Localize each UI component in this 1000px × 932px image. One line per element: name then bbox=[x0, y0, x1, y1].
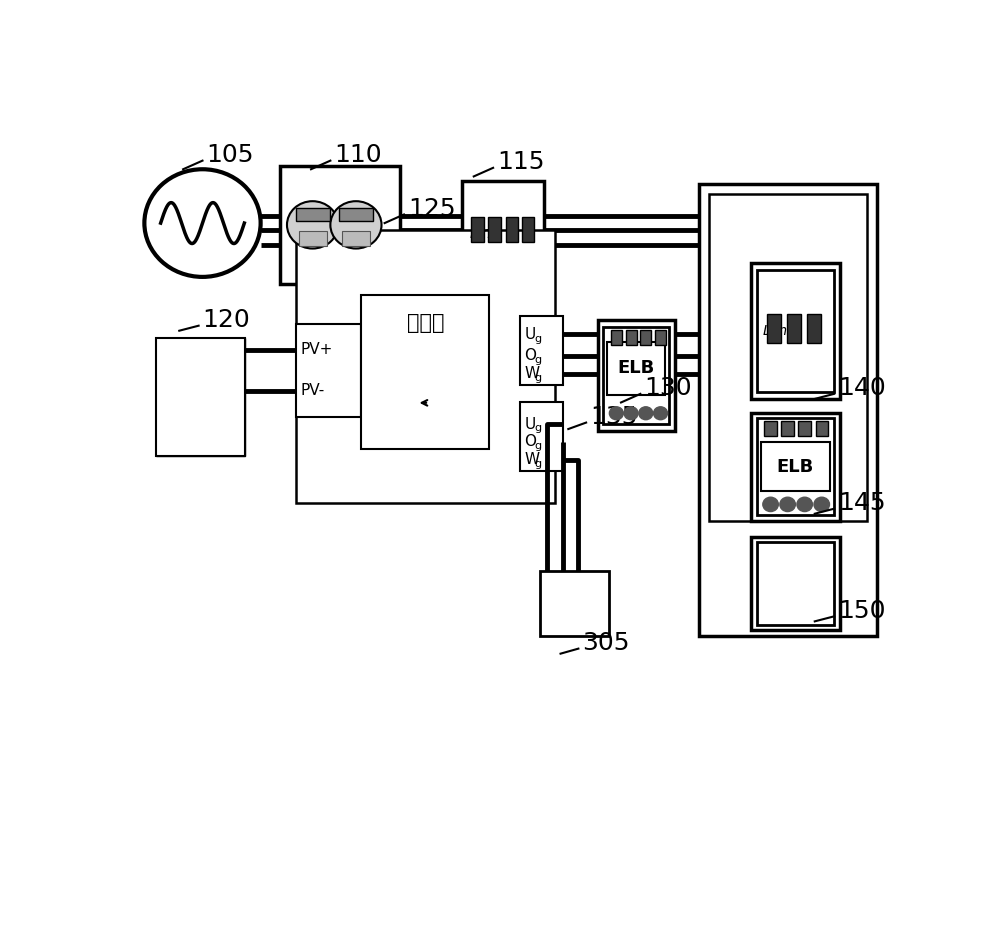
Bar bbox=[757, 269, 834, 391]
Bar bbox=[471, 216, 484, 241]
Bar bbox=[611, 330, 622, 345]
Bar bbox=[640, 330, 651, 345]
Bar bbox=[462, 182, 544, 285]
Bar bbox=[339, 208, 373, 221]
Text: W: W bbox=[524, 366, 539, 381]
Bar bbox=[757, 418, 834, 515]
Bar bbox=[598, 320, 675, 432]
Text: 305: 305 bbox=[582, 631, 630, 655]
Circle shape bbox=[287, 201, 338, 249]
Text: 130: 130 bbox=[644, 377, 692, 400]
Bar bbox=[816, 421, 828, 436]
Bar bbox=[520, 316, 563, 385]
Text: W: W bbox=[524, 452, 539, 467]
Text: g: g bbox=[534, 441, 541, 451]
Bar bbox=[751, 537, 840, 630]
Bar bbox=[488, 216, 501, 241]
Bar bbox=[751, 263, 840, 399]
Bar bbox=[296, 208, 330, 221]
Bar bbox=[540, 571, 609, 636]
Bar bbox=[361, 295, 489, 449]
Bar bbox=[506, 216, 518, 241]
Circle shape bbox=[330, 201, 382, 249]
Text: g: g bbox=[534, 423, 541, 433]
Circle shape bbox=[624, 406, 638, 419]
Text: 105: 105 bbox=[206, 143, 254, 167]
Bar bbox=[522, 216, 534, 241]
Text: g: g bbox=[534, 459, 541, 469]
Text: 110: 110 bbox=[334, 143, 382, 167]
Bar bbox=[626, 330, 637, 345]
Text: 120: 120 bbox=[202, 308, 250, 332]
Circle shape bbox=[763, 497, 778, 512]
Text: g: g bbox=[534, 355, 541, 365]
Bar bbox=[655, 330, 666, 345]
Text: 135: 135 bbox=[590, 404, 638, 429]
Text: Lim: Lim bbox=[763, 323, 788, 337]
Bar bbox=[698, 184, 877, 636]
Bar bbox=[342, 230, 370, 246]
Text: ELB: ELB bbox=[777, 458, 814, 475]
Text: Lim: Lim bbox=[470, 226, 498, 241]
Circle shape bbox=[814, 497, 829, 512]
Text: 150: 150 bbox=[838, 598, 886, 623]
Bar bbox=[280, 166, 400, 284]
Text: O: O bbox=[524, 349, 536, 363]
Bar bbox=[520, 403, 563, 471]
Bar bbox=[757, 542, 834, 625]
Bar bbox=[767, 314, 781, 343]
Text: 115: 115 bbox=[497, 150, 544, 174]
Text: U: U bbox=[524, 417, 535, 432]
Bar bbox=[603, 327, 669, 424]
Bar bbox=[781, 421, 794, 436]
Text: g: g bbox=[534, 373, 541, 383]
Text: g: g bbox=[534, 334, 541, 344]
Bar bbox=[764, 421, 777, 436]
Text: ELB: ELB bbox=[617, 360, 655, 377]
Text: 140: 140 bbox=[838, 377, 886, 400]
Text: 125: 125 bbox=[408, 197, 456, 221]
Bar bbox=[296, 230, 555, 503]
Text: O: O bbox=[524, 434, 536, 449]
Bar bbox=[787, 314, 801, 343]
Bar bbox=[296, 323, 361, 417]
Text: U: U bbox=[524, 327, 535, 342]
Bar bbox=[807, 314, 821, 343]
Bar bbox=[156, 338, 245, 457]
Circle shape bbox=[654, 406, 668, 419]
Text: 145: 145 bbox=[838, 491, 886, 515]
Bar bbox=[798, 421, 811, 436]
Text: PV-: PV- bbox=[300, 383, 324, 398]
Bar bbox=[709, 195, 867, 521]
Bar bbox=[607, 342, 665, 395]
Bar bbox=[761, 443, 830, 491]
Circle shape bbox=[797, 497, 812, 512]
Text: PV+: PV+ bbox=[300, 342, 333, 357]
Bar bbox=[751, 413, 840, 521]
Circle shape bbox=[639, 406, 653, 419]
Bar bbox=[299, 230, 326, 246]
Text: 逆变器: 逆变器 bbox=[407, 312, 444, 333]
Circle shape bbox=[609, 406, 623, 419]
Circle shape bbox=[780, 497, 795, 512]
